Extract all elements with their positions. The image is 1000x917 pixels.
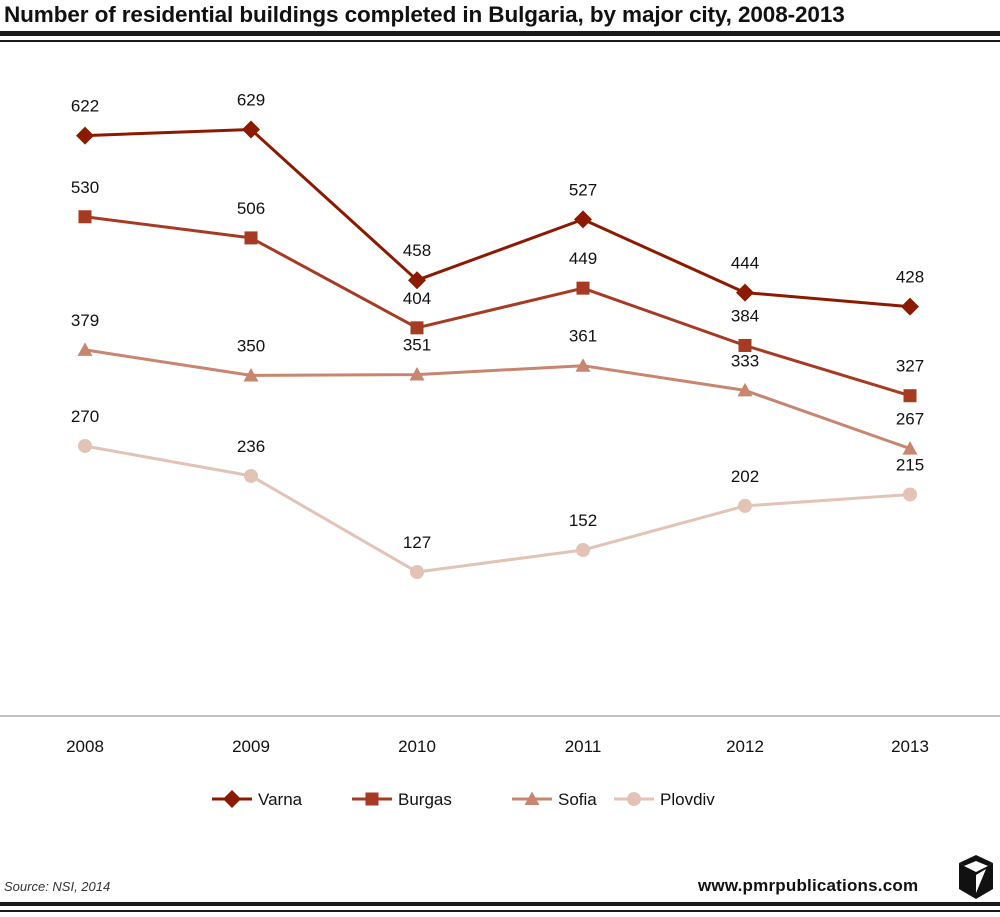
- data-point-sofia: [77, 342, 93, 356]
- data-point-plovdiv: [410, 565, 424, 580]
- data-label-burgas: 327: [896, 357, 924, 376]
- data-point-sofia: [243, 367, 259, 382]
- data-label-burgas: 506: [237, 199, 265, 218]
- data-label-sofia: 350: [237, 336, 265, 355]
- data-point-plovdiv: [78, 438, 92, 453]
- bottom-rule: [0, 902, 1000, 906]
- data-label-varna: 629: [237, 90, 265, 109]
- data-point-sofia: [902, 441, 918, 455]
- data-point-varna: [901, 297, 919, 316]
- bottom-rule-thin: [0, 910, 1000, 912]
- series-line-varna: [84, 128, 911, 309]
- legend-marker-plovdiv: [627, 792, 641, 806]
- data-label-varna: 458: [403, 241, 431, 260]
- data-point-varna: [736, 283, 754, 302]
- data-point-varna: [242, 120, 260, 139]
- x-tick-label: 2011: [565, 737, 602, 756]
- data-label-plovdiv: 270: [71, 407, 99, 426]
- legend-label-plovdiv: Plovdiv: [660, 790, 715, 809]
- legend-marker-burgas: [365, 792, 379, 806]
- publisher-logo-icon: [959, 855, 993, 899]
- data-point-varna: [574, 210, 592, 229]
- x-tick-label: 2009: [232, 737, 270, 756]
- series-line-sofia: [84, 348, 911, 451]
- data-label-sofia: 351: [403, 336, 431, 355]
- legend-label-sofia: Sofia: [558, 790, 597, 809]
- data-point-varna: [76, 126, 94, 145]
- data-point-burgas: [410, 321, 424, 335]
- x-tick-label: 2013: [891, 737, 929, 756]
- legend-label-burgas: Burgas: [398, 790, 452, 809]
- legend-label-varna: Varna: [258, 790, 303, 809]
- data-label-sofia: 267: [896, 410, 924, 429]
- data-label-varna: 527: [569, 180, 597, 199]
- data-label-sofia: 379: [71, 311, 99, 330]
- data-point-sofia: [575, 358, 591, 372]
- legend-marker-varna: [223, 790, 241, 808]
- data-label-burgas: 449: [569, 249, 597, 268]
- data-label-varna: 622: [71, 97, 99, 116]
- legend-marker-sofia: [524, 791, 540, 805]
- data-point-plovdiv: [576, 542, 590, 557]
- data-point-varna: [408, 271, 426, 290]
- website-link[interactable]: www.pmrpublications.com: [698, 876, 919, 895]
- data-label-varna: 428: [896, 268, 924, 287]
- data-label-sofia: 361: [569, 327, 597, 346]
- data-label-plovdiv: 236: [237, 437, 265, 456]
- data-point-sofia: [737, 382, 753, 397]
- data-label-plovdiv: 152: [569, 511, 597, 530]
- x-tick-label: 2008: [66, 737, 104, 756]
- data-point-plovdiv: [903, 487, 917, 502]
- data-point-burgas: [903, 389, 917, 403]
- series-line-plovdiv: [84, 444, 911, 574]
- data-point-burgas: [78, 210, 92, 224]
- data-point-burgas: [244, 231, 258, 245]
- x-tick-label: 2012: [726, 737, 764, 756]
- source-note: Source: NSI, 2014: [4, 879, 111, 894]
- series-line-burgas: [84, 215, 911, 398]
- data-point-burgas: [576, 281, 590, 295]
- data-label-burgas: 404: [403, 289, 431, 308]
- data-label-plovdiv: 202: [731, 467, 759, 486]
- top-rule: [0, 31, 1000, 36]
- data-label-sofia: 333: [731, 351, 759, 370]
- data-label-burgas: 384: [731, 306, 759, 325]
- top-rule-thin: [0, 40, 1000, 42]
- data-point-plovdiv: [738, 498, 752, 513]
- data-label-varna: 444: [731, 254, 759, 273]
- data-label-plovdiv: 215: [896, 455, 924, 474]
- data-point-sofia: [409, 367, 425, 381]
- data-label-plovdiv: 127: [403, 533, 431, 552]
- chart-title: Number of residential buildings complete…: [4, 2, 845, 27]
- data-point-plovdiv: [244, 468, 258, 483]
- data-label-burgas: 530: [71, 178, 99, 197]
- data-point-burgas: [738, 338, 752, 352]
- x-tick-label: 2010: [398, 737, 436, 756]
